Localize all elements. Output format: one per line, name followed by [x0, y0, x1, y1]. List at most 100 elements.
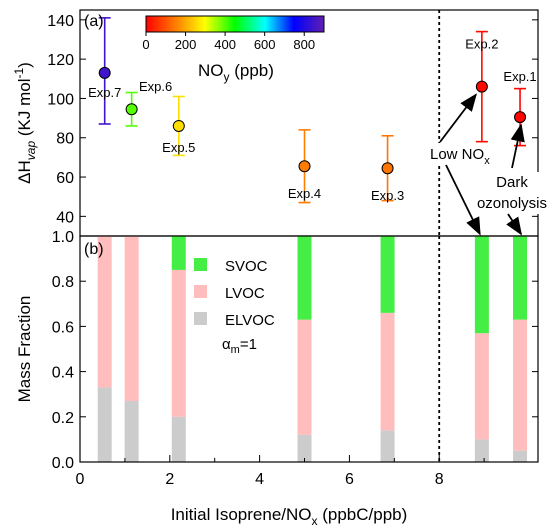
- low-nox-label-box: [428, 143, 498, 165]
- x-tick-label: 4: [255, 471, 264, 488]
- x-tick-label: 2: [165, 471, 174, 488]
- data-point-exp5: Exp.5: [162, 95, 195, 157]
- legend-item-elvoc: ELVOC: [194, 312, 275, 329]
- colorbar-label: NOy (ppb): [198, 61, 274, 84]
- bar-stack: [380, 236, 395, 462]
- bar-lvoc: [380, 312, 395, 431]
- panel-a-y-ticks: 40 60 80 100 120 140: [47, 13, 538, 226]
- bar-stack: [171, 236, 186, 462]
- panel-a-y-tick-label: 140: [47, 13, 74, 30]
- data-point-exp3: Exp.3: [371, 134, 404, 203]
- legend-swatch: [194, 258, 207, 271]
- point-label: Exp.6: [139, 79, 172, 94]
- panel-a-y-tick-label: 60: [56, 170, 74, 187]
- panel-b-y-tick-label: 0.6: [52, 319, 74, 336]
- panel-b-mass-fraction: 0.0 0.2 0.4 0.6 0.8 1.0 0 2 4 6 8 (b) SVOC LVOC ELV…: [15, 229, 539, 528]
- annotation-arrow: [506, 213, 523, 236]
- panel-b-y-tick-label: 1.0: [52, 229, 74, 246]
- bar-svoc: [513, 236, 528, 320]
- alpha-m-label: αm=1: [222, 336, 257, 356]
- colorbar-gradient: [145, 15, 325, 33]
- panel-b-y-tick-label: 0.4: [52, 365, 74, 382]
- bar-lvoc: [513, 319, 528, 451]
- point-label: Exp.4: [288, 186, 321, 201]
- x-tick-label: 8: [435, 471, 444, 488]
- point-label: Exp.1: [503, 69, 536, 84]
- point-label: Exp.7: [88, 85, 121, 100]
- annotation-arrows: [439, 93, 525, 236]
- point-label: Exp.3: [371, 188, 404, 203]
- annotation-arrow: [510, 123, 525, 169]
- legend-item-svoc: SVOC: [194, 258, 268, 275]
- bar-elvoc: [513, 450, 528, 462]
- panel-a-y-tick-label: 100: [47, 91, 74, 108]
- x-tick-label: 6: [345, 471, 354, 488]
- dark-ozonolysis-label-box: [480, 172, 546, 214]
- data-point-exp4: Exp.4: [288, 129, 321, 204]
- nox-colorbar: 0 200 400 600 800 NOy (ppb): [142, 15, 325, 84]
- annotation-arrow: [439, 93, 477, 143]
- bar-elvoc: [97, 387, 112, 462]
- panel-b-bars: [97, 236, 528, 462]
- colorbar-tick-label: 800: [293, 37, 315, 52]
- marker: [172, 119, 185, 132]
- panel-a-label: (a): [84, 13, 104, 30]
- legend-swatch: [194, 312, 207, 325]
- panel-b-label: (b): [84, 241, 104, 258]
- bar-elvoc: [297, 434, 312, 462]
- legend-label: LVOC: [225, 285, 265, 302]
- bar-lvoc: [97, 236, 112, 388]
- dark-ozonolysis-label-line2: ozonolysis: [477, 195, 547, 212]
- panel-a-y-tick-label: 40: [56, 209, 74, 226]
- panel-b-y-axis-title: Mass Fraction: [15, 296, 34, 403]
- data-point-exp2: Exp.2: [465, 30, 498, 143]
- bar-stack: [474, 236, 489, 462]
- dark-ozonolysis-label-line1: Dark: [496, 174, 528, 191]
- colorbar-ticks: 0 200 400 600 800: [142, 32, 315, 52]
- panel-a-annotations: Low NOx Dark ozonolysis: [428, 93, 547, 236]
- x-axis-title: Initial Isoprene/NOx (ppbC/ppb): [171, 505, 408, 528]
- marker: [514, 111, 527, 124]
- legend-label: ELVOC: [225, 312, 275, 329]
- bar-stack: [124, 236, 139, 462]
- x-tick-label: 0: [76, 471, 85, 488]
- bar-stack: [513, 236, 528, 462]
- bar-svoc: [297, 236, 312, 320]
- data-point-exp7: Exp.7: [88, 17, 121, 125]
- colorbar-tick-label: 400: [214, 37, 236, 52]
- bar-lvoc: [474, 333, 489, 440]
- panel-a-y-axis-title: ΔHvap (KJ mol-1): [12, 62, 38, 184]
- bar-svoc: [171, 236, 186, 270]
- bar-elvoc: [124, 400, 139, 462]
- marker: [98, 66, 111, 79]
- point-label: Exp.5: [162, 140, 195, 155]
- low-nox-label: Low NOx: [430, 146, 490, 167]
- marker: [125, 103, 138, 116]
- bar-lvoc: [124, 236, 139, 401]
- legend-item-lvoc: LVOC: [194, 285, 265, 302]
- annotation-arrow: [445, 164, 481, 236]
- bar-stack: [297, 236, 312, 462]
- bar-elvoc: [380, 430, 395, 462]
- panel-a-y-tick-label: 80: [56, 131, 74, 148]
- marker: [475, 80, 488, 93]
- point-label: Exp.2: [465, 37, 498, 52]
- panel-b-frame: [79, 235, 539, 463]
- panel-b-y-tick-label: 0.2: [52, 410, 74, 427]
- panel-a-y-tick-label: 120: [47, 52, 74, 69]
- panel-b-legend: SVOC LVOC ELVOC: [194, 258, 275, 329]
- colorbar-tick-label: 200: [175, 37, 197, 52]
- data-point-exp6: Exp.6: [125, 79, 172, 127]
- panel-b-y-tick-label: 0.0: [52, 455, 74, 472]
- bar-elvoc: [171, 416, 186, 462]
- colorbar-tick-label: 0: [142, 37, 149, 52]
- panel-a-enthalpy: 40 60 80 100 120 140 Exp.7 Exp.6 Exp.5 Exp.4 Exp.…: [12, 9, 547, 237]
- marker: [381, 162, 394, 175]
- colorbar-tick-label: 600: [254, 37, 276, 52]
- bar-lvoc: [297, 319, 312, 435]
- legend-label: SVOC: [225, 258, 268, 275]
- bar-stack: [97, 236, 112, 462]
- bar-lvoc: [171, 269, 186, 417]
- bar-svoc: [380, 236, 395, 313]
